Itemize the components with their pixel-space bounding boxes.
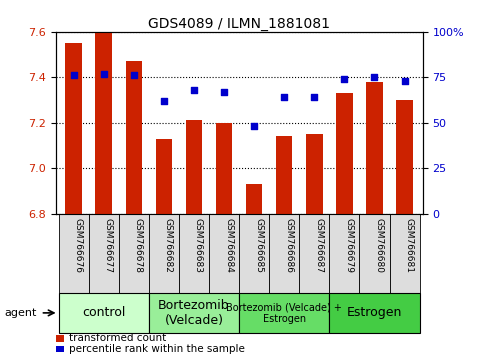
Bar xyxy=(216,123,232,213)
Point xyxy=(401,78,409,84)
Bar xyxy=(366,82,383,213)
Point xyxy=(250,124,258,129)
Text: Bortezomib (Velcade) +
Estrogen: Bortezomib (Velcade) + Estrogen xyxy=(226,302,342,324)
FancyBboxPatch shape xyxy=(299,213,329,293)
Text: GSM766684: GSM766684 xyxy=(224,217,233,272)
Bar xyxy=(306,134,323,213)
Title: GDS4089 / ILMN_1881081: GDS4089 / ILMN_1881081 xyxy=(148,17,330,31)
Text: GSM766678: GSM766678 xyxy=(134,217,143,273)
Bar xyxy=(96,32,112,213)
Bar xyxy=(246,184,262,213)
Text: control: control xyxy=(82,307,126,319)
Bar xyxy=(336,93,353,213)
Text: Bortezomib
(Velcade): Bortezomib (Velcade) xyxy=(158,299,230,327)
FancyBboxPatch shape xyxy=(149,293,239,333)
FancyBboxPatch shape xyxy=(58,213,89,293)
Text: percentile rank within the sample: percentile rank within the sample xyxy=(69,344,245,354)
Text: GSM766686: GSM766686 xyxy=(284,217,293,273)
Text: Estrogen: Estrogen xyxy=(347,307,402,319)
FancyBboxPatch shape xyxy=(239,293,329,333)
Point xyxy=(160,98,168,104)
Point xyxy=(280,95,288,100)
FancyBboxPatch shape xyxy=(329,293,420,333)
Bar xyxy=(65,43,82,213)
Text: GSM766679: GSM766679 xyxy=(344,217,354,273)
Text: GSM766687: GSM766687 xyxy=(314,217,323,273)
Text: GSM766680: GSM766680 xyxy=(374,217,384,273)
Point xyxy=(190,87,198,93)
Text: GSM766676: GSM766676 xyxy=(73,217,83,273)
Bar xyxy=(396,100,413,213)
Point xyxy=(130,73,138,78)
Text: GSM766683: GSM766683 xyxy=(194,217,203,273)
Text: agent: agent xyxy=(5,308,37,318)
FancyBboxPatch shape xyxy=(89,213,119,293)
Text: transformed count: transformed count xyxy=(69,333,166,343)
FancyBboxPatch shape xyxy=(359,213,389,293)
Point xyxy=(370,74,378,80)
FancyBboxPatch shape xyxy=(58,293,149,333)
FancyBboxPatch shape xyxy=(119,213,149,293)
Bar xyxy=(185,120,202,213)
Text: GSM766685: GSM766685 xyxy=(254,217,263,273)
Point xyxy=(100,71,108,76)
Bar xyxy=(276,136,293,213)
Text: GSM766682: GSM766682 xyxy=(164,217,173,272)
Bar xyxy=(126,61,142,213)
FancyBboxPatch shape xyxy=(209,213,239,293)
FancyBboxPatch shape xyxy=(329,213,359,293)
Bar xyxy=(156,139,172,213)
FancyBboxPatch shape xyxy=(179,213,209,293)
FancyBboxPatch shape xyxy=(389,213,420,293)
Text: GSM766681: GSM766681 xyxy=(405,217,413,273)
FancyBboxPatch shape xyxy=(239,213,269,293)
Text: GSM766677: GSM766677 xyxy=(104,217,113,273)
Point xyxy=(70,73,77,78)
Point xyxy=(341,76,348,82)
Point xyxy=(220,89,228,95)
FancyBboxPatch shape xyxy=(269,213,299,293)
FancyBboxPatch shape xyxy=(149,213,179,293)
Point xyxy=(311,95,318,100)
